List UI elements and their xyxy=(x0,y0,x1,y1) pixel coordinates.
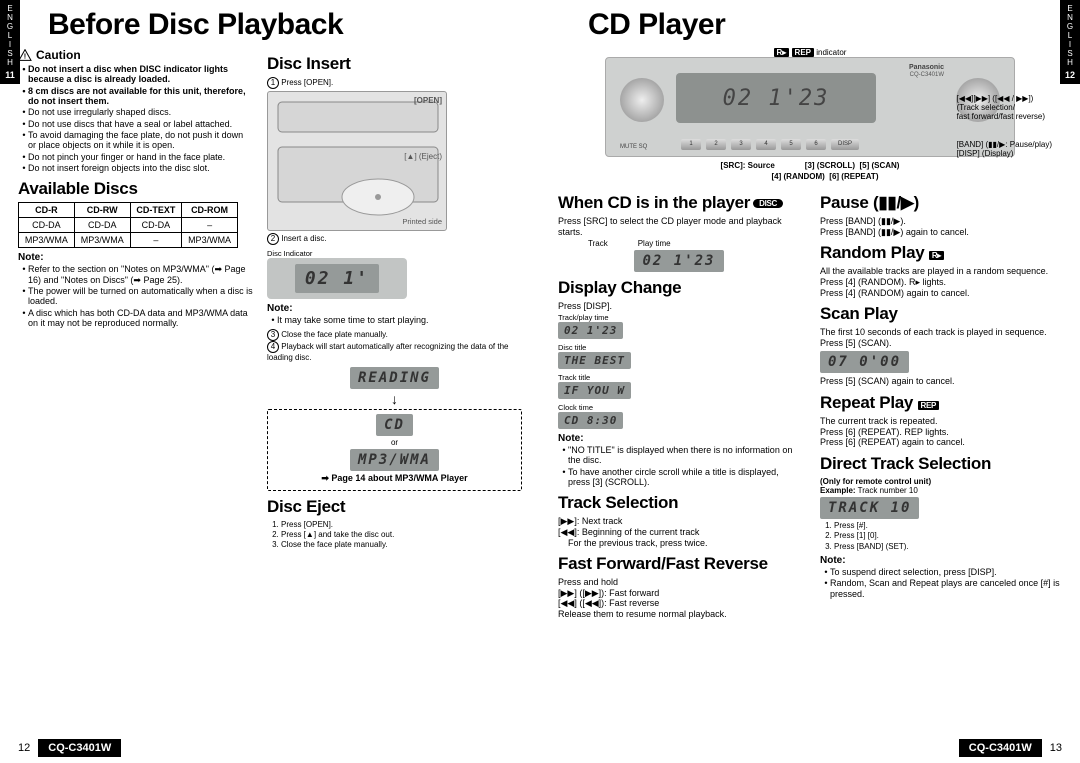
svg-text:!: ! xyxy=(24,51,26,60)
lcd-direct: TRACK 10 xyxy=(820,497,919,519)
caution-heading: ! Caution xyxy=(18,48,253,62)
lang-tab-left: ENGLISH 11 xyxy=(0,0,20,84)
footer-left: 12 CQ-C3401W xyxy=(18,739,121,757)
lcd-when-cd: 02 1'23 xyxy=(634,250,723,272)
discs-table: CD-R CD-RW CD-TEXT CD-ROM CD-DA CD-DA CD… xyxy=(18,202,238,248)
rep-indicator: R▸ REP indicator xyxy=(558,48,1062,57)
repeat-heading: Repeat Play REP xyxy=(820,393,1062,413)
footer-right: 13 CQ-C3401W xyxy=(959,739,1062,757)
lcd-reading: READING xyxy=(350,367,439,389)
direct-heading: Direct Track Selection xyxy=(820,454,1062,474)
disc-indicator-label: Disc Indicator xyxy=(267,249,522,258)
track-selection-heading: Track Selection xyxy=(558,493,800,513)
callouts-right: [◀◀][▶▶] ([◀◀ / ▶▶]) (Track selection/ f… xyxy=(957,94,1052,158)
step2: Insert a disc. xyxy=(281,234,326,243)
insert-illustration: [OPEN] [▲] (Eject) Printed side xyxy=(267,91,447,231)
pause-heading: Pause (▮▮/▶) xyxy=(820,193,1062,213)
display-change-heading: Display Change xyxy=(558,278,800,298)
mode-box: CD or MP3/WMA ➡ Page 14 about MP3/WMA Pl… xyxy=(267,409,522,491)
page-title-left: Before Disc Playback xyxy=(48,8,522,42)
disc-eject-heading: Disc Eject xyxy=(267,497,522,517)
disc-insert-heading: Disc Insert xyxy=(267,54,522,74)
discs-notes: Refer to the section on "Notes on MP3/WM… xyxy=(18,264,253,328)
display-change-stack: Track/play time02 1'23 Disc titleTHE BES… xyxy=(558,312,800,429)
eject-steps: Press [OPEN]. Press [▲] and take the dis… xyxy=(267,520,522,550)
caution-list: Do not insert a disc when DISC indicator… xyxy=(18,64,253,173)
when-cd-heading: When CD is in the player DISC xyxy=(558,193,783,213)
scan-heading: Scan Play xyxy=(820,304,1062,324)
radio-unit: 02 1'23 Panasonic CQ-C3401W 123456DISP M… xyxy=(605,57,1015,157)
disc-indicator: 02 1' xyxy=(267,258,407,299)
page-title-right: CD Player xyxy=(588,8,1062,42)
callouts-bottom: [SRC]: Source [3] (SCROLL) [5] (SCAN) xyxy=(558,161,1062,170)
step1: Press [OPEN]. xyxy=(281,78,333,87)
ffr-heading: Fast Forward/Fast Reverse xyxy=(558,554,800,574)
note-label: Note: xyxy=(18,252,253,263)
random-heading: Random Play R▸ xyxy=(820,243,1062,263)
lcd-scan: 07 0'00 xyxy=(820,351,909,373)
note-label-insert: Note: xyxy=(267,303,522,314)
lang-tab-right: ENGLISH 12 xyxy=(1060,0,1080,84)
available-discs-heading: Available Discs xyxy=(18,179,253,199)
